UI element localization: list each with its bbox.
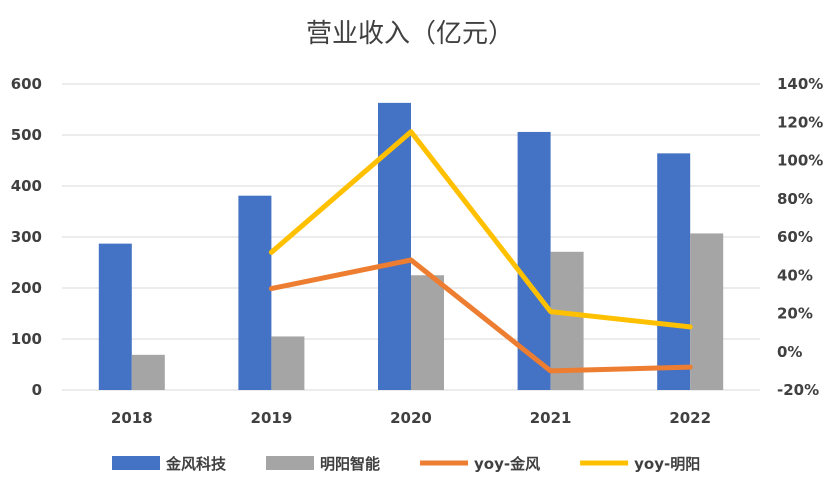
bar <box>271 336 305 390</box>
legend-label: yoy-金风 <box>474 455 540 473</box>
series-line <box>268 257 693 374</box>
legend: 金风科技 明阳智能 yoy-金风 yoy-明阳 <box>112 455 700 473</box>
bar <box>690 233 724 390</box>
x-axis-tick-label: 2020 <box>390 409 432 427</box>
x-axis-tick-label: 2022 <box>669 409 711 427</box>
legend-label: 金风科技 <box>165 455 227 473</box>
y2-axis-tick-label: -20% <box>777 381 819 399</box>
y-axis-tick-label: 300 <box>11 228 42 246</box>
bars <box>98 102 724 391</box>
bar <box>378 102 411 391</box>
y-axis-tick-label: 200 <box>11 279 42 297</box>
legend-swatch <box>112 456 160 470</box>
bar <box>98 243 132 390</box>
y2-axis-tick-label: 20% <box>777 305 813 323</box>
legend-label: yoy-明阳 <box>634 455 700 473</box>
y-axis-tick-label: 500 <box>11 126 42 144</box>
bar <box>411 275 444 390</box>
lines <box>268 129 693 374</box>
y-axis-tick-label: 0 <box>32 381 42 399</box>
y2-axis-tick-label: 140% <box>777 75 823 93</box>
legend-label: 明阳智能 <box>320 455 380 473</box>
y2-axis-tick-label: 60% <box>777 228 813 246</box>
y-axis-tick-label: 400 <box>11 177 42 195</box>
chart-title: 营业收入（亿元） <box>306 19 514 49</box>
y2-axis-tick-label: 80% <box>777 190 813 208</box>
x-axis-tick-label: 2018 <box>111 409 153 427</box>
legend-swatch <box>266 456 315 470</box>
x-axis-tick-label: 2021 <box>530 409 572 427</box>
y-axis-tick-label: 100 <box>11 330 42 348</box>
y2-axis-tick-label: 40% <box>777 266 813 284</box>
bar <box>131 354 165 390</box>
x-axis-tick-label: 2019 <box>251 409 293 427</box>
bar <box>550 251 584 390</box>
axis-labels: 0 100 200 300 400 500 600 -20% 0% 20% 40% 60% 80% 100… <box>11 75 824 427</box>
y-axis-tick-label: 600 <box>11 75 42 93</box>
y2-axis-tick-label: 0% <box>777 343 802 361</box>
y2-axis-tick-label: 120% <box>777 113 823 131</box>
series-line <box>268 129 693 330</box>
bar <box>657 153 691 390</box>
y2-axis-tick-label: 100% <box>777 152 823 170</box>
bar <box>238 195 272 390</box>
